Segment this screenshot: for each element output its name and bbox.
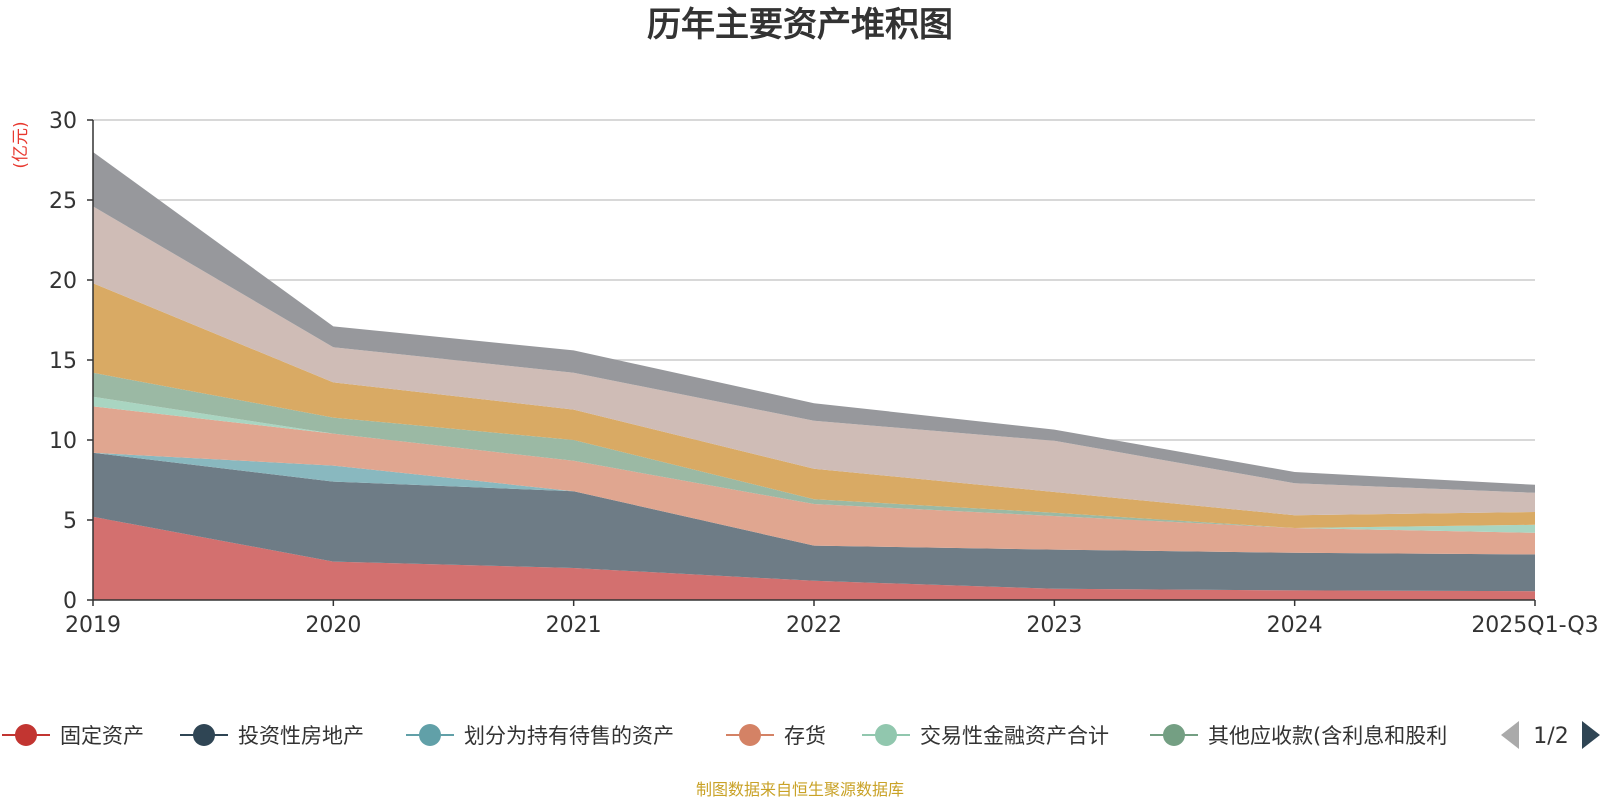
area-series-8 [93, 206, 1535, 516]
triangle-right-icon[interactable] [1582, 721, 1600, 749]
y-tick-label: 10 [49, 429, 77, 454]
x-tick-label: 2020 [305, 613, 361, 638]
y-tick-label: 15 [49, 349, 77, 374]
legend-marker [1163, 724, 1185, 746]
area-series-4 [93, 406, 1535, 555]
x-tick-label: 2021 [546, 613, 602, 638]
x-tick-label: 2025Q1-Q3 [1471, 613, 1598, 638]
legend-item[interactable]: 划分为持有待售的资产 [406, 724, 674, 748]
legend-marker [739, 724, 761, 746]
area-series [93, 152, 1535, 600]
y-tick-label: 30 [49, 109, 77, 134]
y-axis-unit: (亿元) [11, 121, 31, 168]
y-tick-label: 5 [63, 509, 77, 534]
x-tick-label: 2024 [1267, 613, 1323, 638]
axes: 0 5 10 15 20 25 30 2019 2020 2021 2022 2023 2024 2025… [49, 109, 1599, 638]
legend-label: 交易性金融资产合计 [920, 724, 1109, 748]
triangle-left-icon[interactable] [1501, 721, 1519, 749]
legend-marker [875, 724, 897, 746]
legend: 固定资产 投资性房地产 划分为持有待售的资产 存货 交易性金融资产合计 其他应收款(含利息… [2, 721, 1600, 749]
x-tick-label: 2019 [65, 613, 121, 638]
legend-item[interactable]: 存货 [726, 724, 826, 748]
legend-label: 划分为持有待售的资产 [464, 724, 674, 748]
y-tick-label: 25 [49, 189, 77, 214]
legend-marker [193, 724, 215, 746]
legend-label: 固定资产 [60, 724, 144, 748]
x-tick-label: 2023 [1026, 613, 1082, 638]
legend-label: 其他应收款(含利息和股利 [1208, 724, 1447, 748]
area-series-1 [93, 516, 1535, 600]
y-tick-label: 20 [49, 269, 77, 294]
legend-item[interactable]: 其他应收款(含利息和股利 [1150, 724, 1447, 748]
area-series-3 [93, 452, 1535, 555]
y-tick-label: 0 [63, 589, 77, 614]
area-series-7 [93, 283, 1535, 528]
legend-item[interactable]: 固定资产 [2, 724, 144, 748]
legend-marker [15, 724, 37, 746]
chart-title: 历年主要资产堆积图 [647, 5, 953, 45]
data-source-note: 制图数据来自恒生聚源数据库 [696, 780, 904, 799]
legend-item[interactable]: 投资性房地产 [180, 724, 364, 748]
area-series-2 [93, 452, 1535, 592]
legend-item[interactable]: 交易性金融资产合计 [862, 724, 1109, 748]
legend-label: 投资性房地产 [238, 724, 364, 748]
legend-page-indicator: 1/2 [1533, 724, 1568, 749]
x-tick-label: 2022 [786, 613, 842, 638]
legend-label: 存货 [784, 724, 826, 748]
legend-marker [419, 724, 441, 746]
